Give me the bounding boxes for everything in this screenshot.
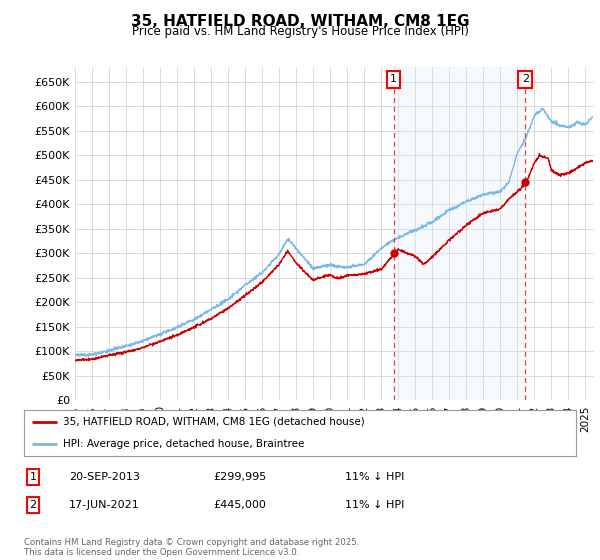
Text: 35, HATFIELD ROAD, WITHAM, CM8 1EG (detached house): 35, HATFIELD ROAD, WITHAM, CM8 1EG (deta… (62, 417, 364, 427)
Text: Contains HM Land Registry data © Crown copyright and database right 2025.
This d: Contains HM Land Registry data © Crown c… (24, 538, 359, 557)
Text: 2: 2 (29, 500, 37, 510)
Text: 1: 1 (29, 472, 37, 482)
Text: Price paid vs. HM Land Registry's House Price Index (HPI): Price paid vs. HM Land Registry's House … (131, 25, 469, 38)
Text: £299,995: £299,995 (213, 472, 266, 482)
Text: £445,000: £445,000 (213, 500, 266, 510)
Bar (394, 67, 525, 400)
Text: 17-JUN-2021: 17-JUN-2021 (69, 500, 140, 510)
Text: HPI: Average price, detached house, Braintree: HPI: Average price, detached house, Brai… (62, 438, 304, 449)
Text: 11% ↓ HPI: 11% ↓ HPI (345, 500, 404, 510)
Text: 1: 1 (390, 74, 397, 85)
Text: 2: 2 (521, 74, 529, 85)
Text: 11% ↓ HPI: 11% ↓ HPI (345, 472, 404, 482)
Text: 20-SEP-2013: 20-SEP-2013 (69, 472, 140, 482)
Text: 35, HATFIELD ROAD, WITHAM, CM8 1EG: 35, HATFIELD ROAD, WITHAM, CM8 1EG (131, 14, 469, 29)
